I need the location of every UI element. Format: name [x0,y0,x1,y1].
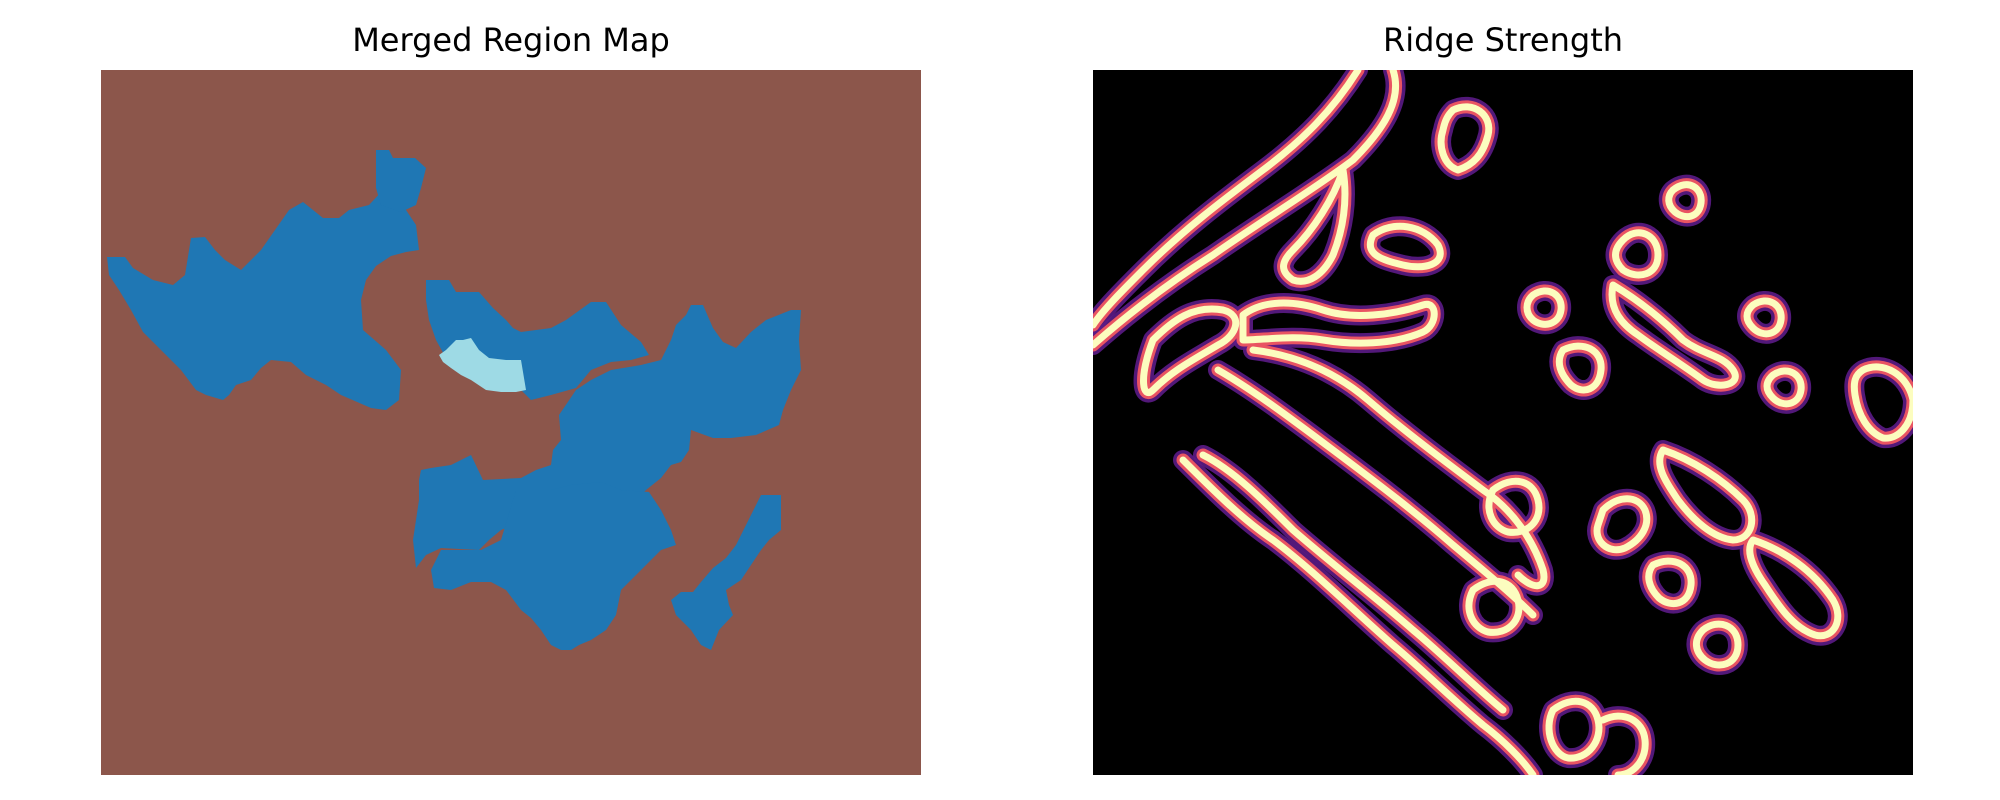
region-right-lower [413,305,801,568]
region-map-background [101,70,921,775]
ridge-strength-image [1093,70,1913,775]
ridge-line-13-layer-2 [1612,229,1662,279]
ridge-line-18-layer-2 [1850,363,1913,442]
ridge-line-19-layer-2 [1656,446,1756,544]
region-lower-center [431,482,676,650]
ridge-line-7-layer-2 [1249,346,1548,590]
ridge-line-20-layer-2 [1593,495,1651,554]
ridge-line-17-layer-2 [1763,367,1805,408]
ridge-line-12-layer-2 [1555,342,1605,394]
ridge-line-6-layer-2 [1239,299,1438,347]
ridge-line-9-layer-2 [1179,456,1537,775]
region-highlight [439,338,526,392]
ridge-line-22-layer-2 [1746,536,1842,640]
region-top-bump [376,150,426,212]
region-map-svg [101,70,921,775]
ridge-line-5-layer-2 [1140,305,1239,396]
ridge-line-11-layer-2 [1523,287,1565,328]
ridge-strength-title: Ridge Strength [1382,21,1624,59]
ridge-line-4-layer-2 [1437,103,1493,174]
ridge-line-2-layer-2 [1280,166,1349,285]
ridge-line-21-layer-2 [1645,557,1695,608]
ridge-line-24-layer-2 [1485,477,1543,536]
ridge-line-23-layer-2 [1693,620,1742,669]
ridge-lines [1093,70,1913,775]
ridge-strength-svg [1093,70,1913,775]
region-lower-right-spike [671,495,781,650]
ridge-line-15-layer-2 [1665,181,1705,221]
region-map-title: Merged Region Map [352,21,670,59]
region-upper-left [107,188,419,410]
ridge-line-25-layer-2 [1465,577,1523,636]
ridge-line-0-layer-2 [1093,70,1362,329]
ridge-background [1093,70,1913,775]
ridge-line-14-layer-2 [1608,281,1739,389]
ridge-line-3-layer-2 [1367,222,1444,271]
ridge-line-1-layer-2 [1093,70,1400,349]
ridge-line-27-layer-2 [1599,712,1649,775]
ridge-line-10-layer-2 [1199,451,1507,714]
region-map-image [101,70,921,775]
ridge-line-26-layer-2 [1545,697,1603,762]
ridge-line-16-layer-2 [1743,297,1785,338]
